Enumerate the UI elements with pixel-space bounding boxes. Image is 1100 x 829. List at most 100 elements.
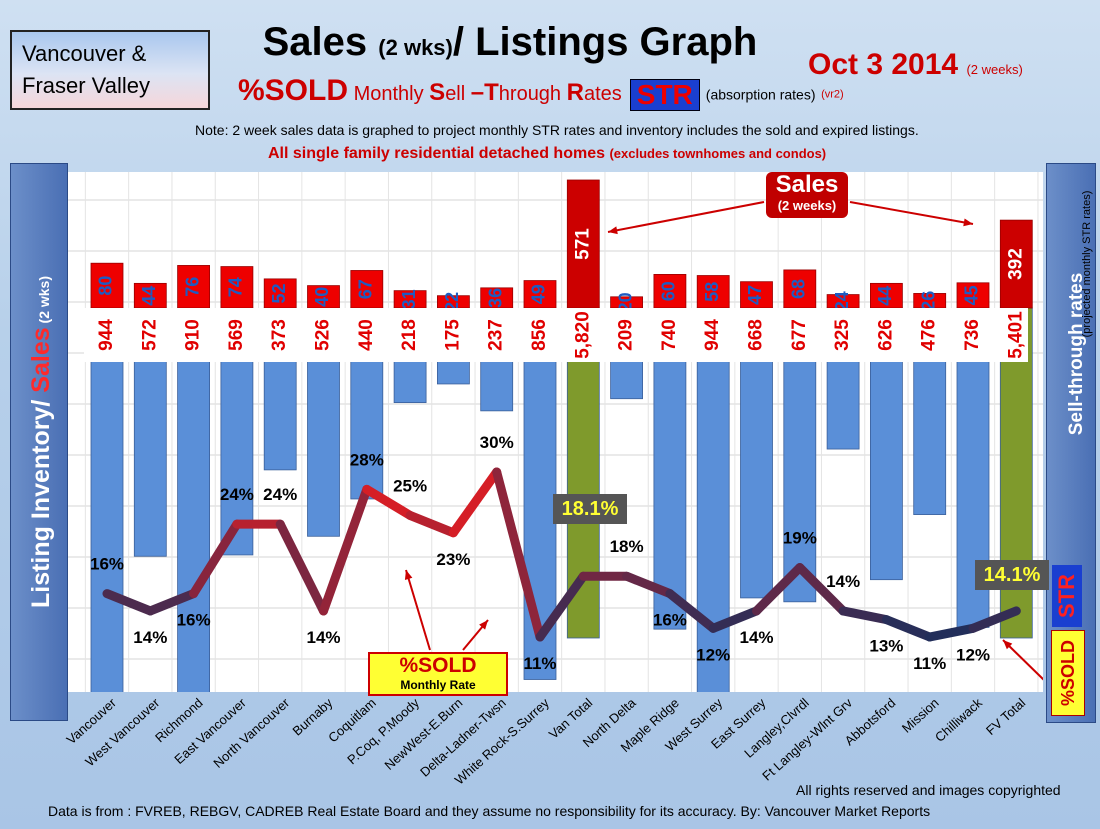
sold-callout-sub: Monthly Rate bbox=[400, 678, 476, 692]
region-line-1: Vancouver & bbox=[22, 41, 147, 66]
inventory-value-label: 677 bbox=[789, 319, 810, 351]
sales-value-label: 52 bbox=[269, 283, 289, 303]
sold-line-segment bbox=[795, 563, 848, 616]
sales-value-label: 74 bbox=[226, 277, 246, 297]
sales-value-label: 26 bbox=[918, 291, 938, 311]
inventory-value-label: 944 bbox=[96, 319, 117, 351]
subtitle-pct: %SOLD bbox=[238, 74, 349, 107]
sales-arrow-right-head bbox=[963, 218, 973, 227]
sales-bar bbox=[350, 270, 384, 309]
sold-line-segment bbox=[708, 606, 761, 633]
inventory-value-label: 440 bbox=[356, 319, 377, 351]
inventory-value-label: 740 bbox=[659, 319, 680, 351]
sold-pct-label: 23% bbox=[436, 550, 470, 569]
inventory-value-label: 373 bbox=[269, 319, 290, 351]
sold-pct-label: 24% bbox=[263, 485, 297, 504]
inventory-value-label: 175 bbox=[442, 319, 463, 351]
sales-value-label: 68 bbox=[789, 279, 809, 299]
left-axis-panel: Listing Inventory/ Sales (2 wks) bbox=[10, 163, 68, 721]
sold-line-segment bbox=[925, 623, 978, 642]
subtitle-hrough: hrough bbox=[498, 83, 567, 105]
sales-value-label: 571 bbox=[572, 228, 593, 260]
left-axis-label-sales: Sales bbox=[27, 327, 55, 393]
category-label: North Vancouver bbox=[210, 695, 292, 771]
sold-callout-title: %SOLD bbox=[399, 654, 477, 677]
inventory-value-label: 209 bbox=[616, 319, 637, 351]
sold-arrow-left-head bbox=[404, 570, 413, 580]
sales-callout-title: Sales bbox=[775, 171, 839, 198]
sold-line-segment bbox=[752, 563, 805, 616]
sales-value-label: 80 bbox=[96, 276, 116, 296]
left-axis-label-b: / bbox=[27, 392, 55, 407]
sales-bar bbox=[263, 278, 297, 309]
sales-value-label: 76 bbox=[182, 277, 202, 297]
subtitle-monthly: Monthly bbox=[348, 83, 430, 105]
sold-panel-badge: %SOLD bbox=[1051, 630, 1085, 716]
sold-pct-label: 28% bbox=[350, 450, 384, 469]
sales-bar bbox=[740, 281, 773, 309]
category-label: NewWest-E.Burn bbox=[381, 695, 465, 773]
sales-value-label: 49 bbox=[529, 284, 549, 304]
sold-pct-label: 30% bbox=[480, 433, 514, 452]
inventory-value-label: 5,401 bbox=[1005, 311, 1026, 359]
copyright-note: All rights reserved and images copyright… bbox=[796, 782, 1061, 798]
sold-pct-label: 12% bbox=[696, 645, 730, 664]
sales-arrow-left bbox=[607, 201, 765, 233]
sold-line-segment bbox=[275, 519, 328, 616]
left-axis-label-d: (2 wks) bbox=[36, 276, 52, 328]
fv-sold-arrow-head bbox=[1003, 640, 1013, 650]
subtitle-ell: ell bbox=[445, 83, 471, 105]
report-date: Oct 3 2014 (2 weeks) bbox=[808, 48, 1023, 82]
category-label: Chilliwack bbox=[932, 695, 985, 745]
sold-pct-label: 14% bbox=[826, 572, 860, 591]
sales-value-label: 47 bbox=[745, 285, 765, 305]
sold-pct-label: 16% bbox=[177, 611, 211, 630]
sold-pct-label: 18% bbox=[610, 537, 644, 556]
inventory-value-label: 476 bbox=[919, 319, 940, 351]
scope-small: (excludes townhomes and condos) bbox=[609, 146, 827, 161]
sales-value-label: 22 bbox=[442, 292, 462, 312]
sales-bar bbox=[956, 282, 990, 309]
subtitle-t: –T bbox=[470, 79, 499, 106]
sold-line-segment bbox=[362, 484, 415, 520]
inventory-value-label: 237 bbox=[486, 319, 507, 351]
sales-value-label: 67 bbox=[356, 279, 376, 299]
date-small: (2 weeks) bbox=[966, 62, 1023, 77]
sold-pct-label: 14% bbox=[306, 628, 340, 647]
sales-arrow-right bbox=[849, 201, 974, 225]
sales-value-label: 60 bbox=[659, 281, 679, 301]
sales-value-label: 36 bbox=[485, 288, 505, 308]
sales-value-label: 44 bbox=[139, 286, 159, 306]
left-axis-label-a: Listing Inventory bbox=[27, 406, 55, 609]
methodology-note: Note: 2 week sales data is graphed to pr… bbox=[195, 122, 919, 138]
subtitle-s: S bbox=[429, 79, 446, 106]
str-panel-text: STR bbox=[1054, 574, 1079, 618]
inventory-value-label: 5,820 bbox=[572, 311, 593, 359]
chart-svg: 80 44 76 74 52 40 67 31 22 36 49 571 20 60 58 47 68 24 44 2… bbox=[68, 172, 1047, 719]
inventory-value-label: 325 bbox=[832, 319, 853, 351]
sold-pct-label: 11% bbox=[523, 654, 556, 673]
sold-line-segment bbox=[492, 467, 545, 642]
absorption-note: (absorption rates) bbox=[705, 86, 816, 103]
sales-bar bbox=[133, 282, 167, 309]
right-axis-label-small: (projected monthly STR rates) bbox=[1079, 164, 1095, 364]
sales-bar bbox=[999, 219, 1033, 309]
inventory-bar bbox=[90, 307, 124, 719]
fv-sold-arrow bbox=[1002, 639, 1047, 683]
date-main: Oct 3 2014 bbox=[808, 48, 959, 81]
sales-bar bbox=[870, 282, 903, 309]
title-main: Sales bbox=[262, 20, 379, 64]
category-label: West Vancouver bbox=[82, 695, 163, 770]
region-box: Vancouver & Fraser Valley bbox=[10, 30, 210, 110]
sales-value-label: 45 bbox=[962, 285, 982, 305]
inventory-bar bbox=[696, 307, 730, 719]
sold-line-segment bbox=[622, 571, 675, 599]
right-axis-panel: Sell-through rates (projected monthly ST… bbox=[1046, 163, 1096, 723]
inventory-value-label: 526 bbox=[313, 319, 334, 351]
inventory-value-label: 910 bbox=[183, 319, 204, 351]
left-axis-label: Listing Inventory/ Sales (2 wks) bbox=[23, 162, 59, 722]
category-label: FV Total bbox=[983, 695, 1028, 738]
sales-value-label: 58 bbox=[702, 282, 722, 302]
sold-line-segment bbox=[838, 606, 891, 625]
